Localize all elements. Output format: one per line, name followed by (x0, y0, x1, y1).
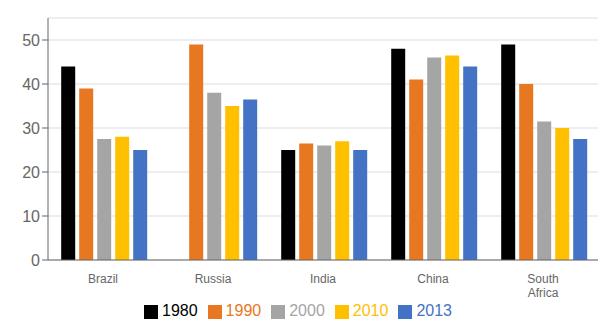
svg-text:20: 20 (22, 164, 40, 181)
html-text:2000: 2000 (289, 302, 325, 319)
svg-text:Russia: Russia (195, 272, 232, 286)
svg-text:0: 0 (31, 252, 40, 269)
svg-text:Brazil: Brazil (88, 272, 118, 286)
html-text:1980: 1980 (162, 302, 198, 319)
svg-text:SouthAfrica: SouthAfrica (527, 272, 558, 300)
svg-text:India: India (310, 272, 336, 286)
html-text:2013: 2013 (416, 302, 452, 319)
svg-text:10: 10 (22, 208, 40, 225)
svg-text:50: 50 (22, 32, 40, 49)
svg-text:China: China (417, 272, 449, 286)
html-text:2010: 2010 (352, 302, 389, 319)
svg-text:40: 40 (22, 76, 40, 93)
svg-text:30: 30 (22, 120, 40, 137)
html-text:1990: 1990 (225, 302, 262, 319)
